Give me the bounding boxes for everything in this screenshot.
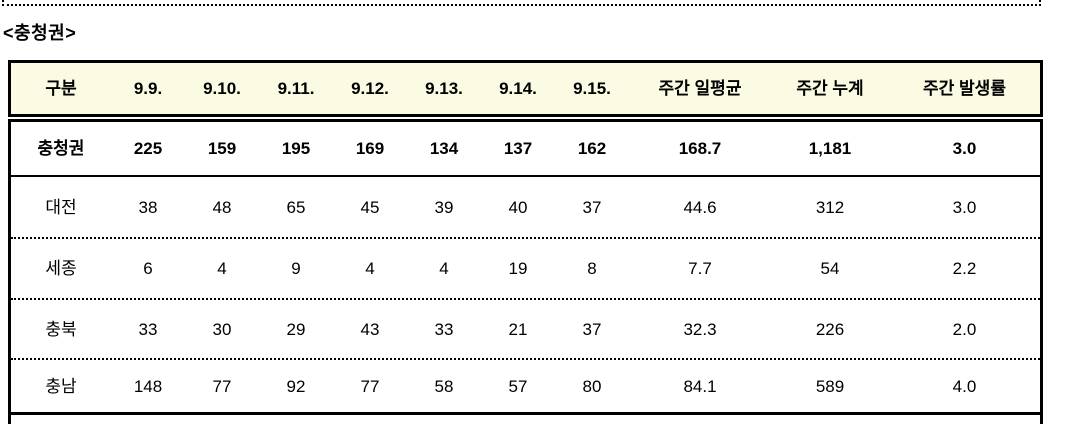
cell-value: 225 [133,139,163,158]
cell-value: 2.2 [952,259,977,278]
column-header-date-3: 9.11. [277,79,315,98]
cell-value: 37 [582,197,602,217]
column-header-date-4: 9.12. [351,79,389,98]
cell-value: 57 [508,376,528,396]
cell-value: 39 [434,197,454,217]
row-label: 대전 [45,197,77,217]
cell-value: 226 [815,319,845,339]
table-row-daejeon: 대전 38 48 65 45 39 40 37 44.6 312 3.0 [11,177,1040,239]
cell-value: 312 [815,197,845,217]
cell-value: 29 [286,319,306,339]
cell-value: 92 [286,376,306,396]
table-body: 충청권 225 159 195 169 134 137 162 168.7 1,… [8,119,1043,415]
cell-value: 65 [286,197,306,217]
cell-value: 1,181 [808,139,852,158]
column-header-date-6: 9.14. [499,79,537,98]
cell-value: 7.7 [688,259,712,278]
cell-value: 2.0 [952,319,977,339]
column-header-weekly-sum: 주간 누계 [796,79,864,98]
cell-value: 162 [577,139,607,158]
cell-value: 137 [503,139,533,158]
column-header-date-7: 9.15. [573,79,611,98]
cell-value: 40 [508,197,528,217]
cell-value: 38 [138,197,158,217]
cell-value: 37 [582,319,602,339]
cell-value: 148 [133,376,163,396]
row-label: 충북 [45,319,77,339]
section-divider-dotted [2,0,1041,6]
cell-value: 32.3 [683,319,717,339]
table-row-sejong: 세종 6 4 9 4 4 19 8 7.7 54 2.2 [11,239,1040,300]
column-header-weekly-rate: 주간 발생률 [923,79,1006,98]
cell-value: 48 [212,197,232,217]
cell-value: 80 [582,376,602,396]
table-header-row: 구분 9.9. 9.10. 9.11. 9.12. 9.13. 9.14. 9.… [8,60,1043,117]
column-header-date-1: 9.9. [133,79,163,98]
section-title: <충청권> [3,23,77,43]
cell-value: 169 [355,139,385,158]
row-label: 충청권 [37,139,85,158]
table-row-chungbuk: 충북 33 30 29 43 33 21 37 32.3 226 2.0 [11,300,1040,360]
cell-value: 21 [508,319,528,339]
cell-value: 6 [143,259,153,278]
cell-value: 589 [815,376,845,396]
cell-value: 54 [820,259,840,278]
cell-value: 33 [434,319,454,339]
cell-value: 58 [434,376,454,396]
cell-value: 3.0 [952,139,977,158]
cell-value: 77 [360,376,380,396]
cell-value: 77 [212,376,232,396]
cell-value: 84.1 [683,376,717,396]
cell-value: 195 [281,139,311,158]
cell-value: 3.0 [952,197,977,217]
cell-value: 44.6 [683,197,717,217]
column-header-date-5: 9.13. [425,79,463,98]
cell-value: 4.0 [952,376,977,396]
column-header-gubun: 구분 [45,79,77,98]
cell-value: 4 [365,259,375,278]
cell-value: 33 [138,319,158,339]
cell-value: 45 [360,197,380,217]
cell-value: 159 [207,139,237,158]
table-row-chungcheong-total: 충청권 225 159 195 169 134 137 162 168.7 1,… [11,122,1040,177]
cell-value: 19 [508,259,528,278]
row-label: 충남 [45,376,77,396]
column-header-weekly-avg: 주간 일평균 [658,79,742,98]
cell-value: 4 [439,259,449,278]
cell-value: 9 [291,259,301,278]
cell-value: 134 [429,139,459,158]
cell-value: 168.7 [678,139,722,158]
table-continuation [8,415,1043,424]
column-header-date-2: 9.10. [203,79,241,98]
cell-value: 4 [217,259,227,278]
cell-value: 8 [587,259,597,278]
cell-value: 43 [360,319,380,339]
row-label: 세종 [45,259,77,278]
region-stats-table: 구분 9.9. 9.10. 9.11. 9.12. 9.13. 9.14. 9.… [8,60,1043,424]
table-row-chungnam: 충남 148 77 92 77 58 57 80 84.1 589 4.0 [11,360,1040,412]
cell-value: 30 [212,319,232,339]
